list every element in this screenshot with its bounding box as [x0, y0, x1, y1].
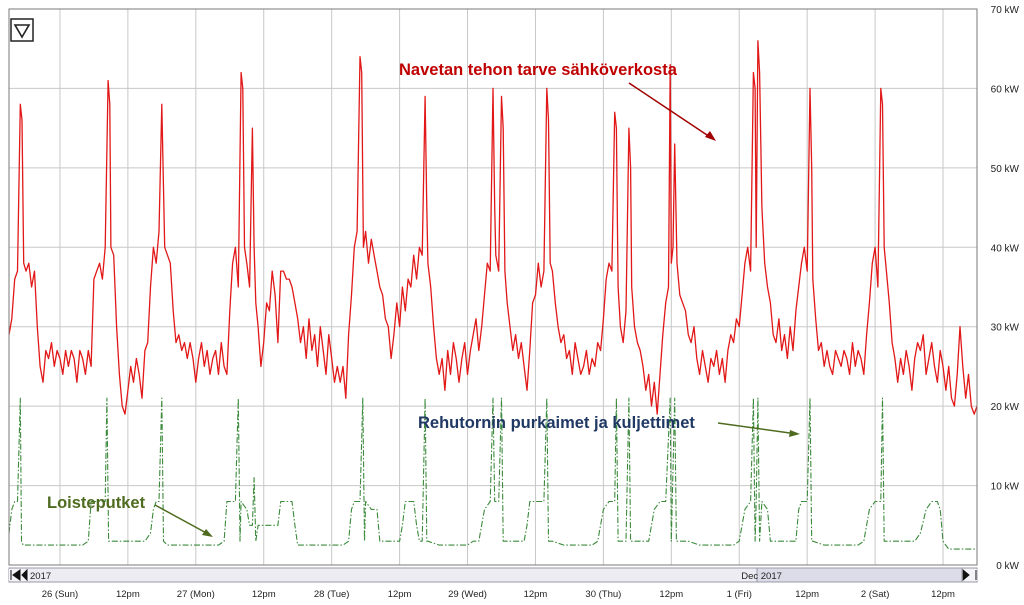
- series-layer: [8, 40, 978, 550]
- filter-dropdown-button[interactable]: [10, 18, 34, 42]
- y-tick-label: 60 kW: [991, 84, 1020, 95]
- y-tick-label: 40 kW: [991, 243, 1020, 254]
- series-line-consumption: [8, 40, 978, 415]
- y-tick-label: 50 kW: [991, 164, 1020, 175]
- x-tick-label: 26 (Sun): [42, 589, 78, 600]
- annotation-fluorescent-arrowhead: [202, 529, 213, 537]
- scroll-end-button[interactable]: [962, 568, 977, 582]
- y-tick-label: 0 kW: [996, 561, 1019, 572]
- x-axis-ticks: 26 (Sun) 12pm 27 (Mon) 12pm 28 (Tue) 12pm 29 (…: [42, 589, 955, 600]
- annotation-fluorescent-pointer: [154, 504, 211, 536]
- x-tick-label: 12pm: [795, 589, 819, 600]
- annotation-consumption-arrowhead: [705, 131, 716, 141]
- scroll-start-button[interactable]: [9, 568, 29, 582]
- x-tick-label: 1 (Fri): [727, 589, 752, 600]
- x-tick-label: 29 (Wed): [448, 589, 487, 600]
- time-navigator: [8, 567, 978, 583]
- x-tick-label: 12pm: [931, 589, 955, 600]
- y-tick-label: 30 kW: [991, 323, 1020, 334]
- time-navigator-range[interactable]: [756, 567, 963, 583]
- x-tick-label: 2 (Sat): [861, 589, 890, 600]
- triangle-down-icon: [13, 24, 31, 39]
- x-tick-label: 12pm: [116, 589, 140, 600]
- annotation-fluorescent: Loisteputket: [47, 494, 146, 512]
- x-tick-label: 30 (Thu): [585, 589, 621, 600]
- x-tick-label: 27 (Mon): [177, 589, 215, 600]
- plot-border: [8, 8, 978, 566]
- y-tick-label: 70 kW: [991, 5, 1020, 16]
- annotation-feeder-arrowhead: [789, 430, 800, 437]
- x-tick-label: 12pm: [659, 589, 683, 600]
- period-label: Dec 2017: [741, 571, 782, 582]
- x-tick-label: 28 (Tue): [314, 589, 350, 600]
- period-label: 2017: [30, 571, 51, 582]
- grid: [9, 9, 977, 565]
- x-tick-label: 12pm: [524, 589, 548, 600]
- annotation-consumption-pointer: [628, 82, 714, 140]
- annotation-consumption: Navetan tehon tarve sähköverkosta: [399, 61, 678, 79]
- series-line-feeder: [8, 397, 977, 550]
- x-tick-label: 12pm: [388, 589, 412, 600]
- skip-forward-icon: [962, 568, 977, 582]
- skip-back-icon: [10, 568, 28, 582]
- y-tick-label: 20 kW: [991, 402, 1020, 413]
- x-tick-label: 12pm: [252, 589, 276, 600]
- annotation-feeder: Rehutornin purkaimet ja kuljettimet: [418, 414, 695, 432]
- y-tick-label: 10 kW: [991, 482, 1020, 493]
- y-axis-ticks: 0 kW 10 kW 20 kW 30 kW 40 kW 50 kW 60 kW 70 kW: [991, 5, 1020, 572]
- period-labels: 2017 Dec 2017: [30, 571, 782, 582]
- annotation-feeder-pointer: [717, 422, 798, 435]
